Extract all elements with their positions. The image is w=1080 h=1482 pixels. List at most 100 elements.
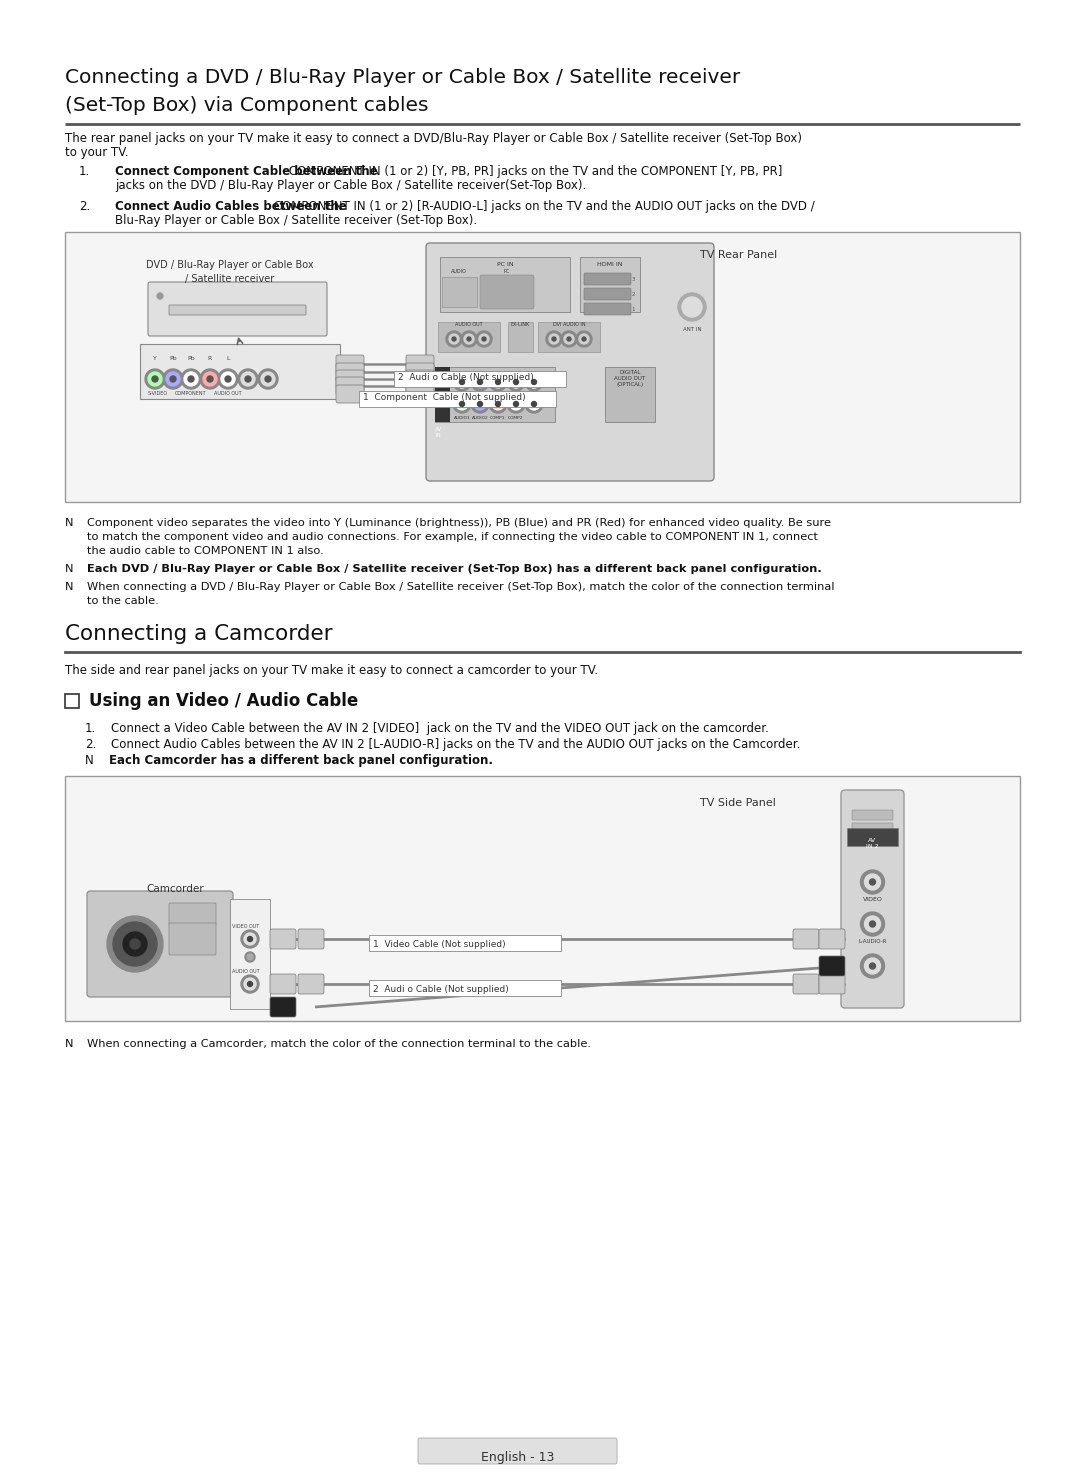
Circle shape <box>245 951 255 962</box>
Text: PC IN: PC IN <box>497 262 513 267</box>
Text: The rear panel jacks on your TV make it easy to connect a DVD/Blu-Ray Player or : The rear panel jacks on your TV make it … <box>65 132 802 145</box>
Circle shape <box>166 372 180 385</box>
Circle shape <box>525 396 543 413</box>
Text: 1: 1 <box>632 307 635 313</box>
Text: to match the component video and audio connections. For example, if connecting t: to match the component video and audio c… <box>87 532 818 542</box>
Circle shape <box>245 376 251 382</box>
Text: Pb: Pb <box>170 356 177 362</box>
Circle shape <box>459 402 464 406</box>
Text: N: N <box>65 1039 73 1049</box>
Circle shape <box>681 296 702 317</box>
Text: Camcorder: Camcorder <box>146 883 204 894</box>
Text: 3: 3 <box>632 277 635 282</box>
Circle shape <box>489 373 507 391</box>
FancyBboxPatch shape <box>168 923 216 954</box>
Circle shape <box>247 954 253 960</box>
Circle shape <box>864 874 880 891</box>
Text: Y: Y <box>153 356 157 362</box>
Circle shape <box>480 333 489 344</box>
Circle shape <box>241 372 255 385</box>
FancyBboxPatch shape <box>508 322 534 353</box>
Circle shape <box>107 916 163 972</box>
Circle shape <box>225 376 231 382</box>
Circle shape <box>148 372 162 385</box>
FancyBboxPatch shape <box>65 694 79 708</box>
Text: AUDIO OUT: AUDIO OUT <box>214 391 242 396</box>
Circle shape <box>181 369 201 388</box>
FancyBboxPatch shape <box>65 777 1020 1021</box>
Circle shape <box>464 333 474 344</box>
Text: COMP2: COMP2 <box>509 416 524 419</box>
Text: 2.: 2. <box>85 738 96 751</box>
Text: Pb: Pb <box>187 356 194 362</box>
Circle shape <box>459 379 464 384</box>
FancyBboxPatch shape <box>584 302 631 316</box>
FancyBboxPatch shape <box>406 376 434 396</box>
FancyBboxPatch shape <box>336 363 364 381</box>
FancyBboxPatch shape <box>819 929 845 948</box>
Text: Connecting a DVD / Blu-Ray Player or Cable Box / Satellite receiver: Connecting a DVD / Blu-Ray Player or Cab… <box>65 68 740 87</box>
Text: N: N <box>65 582 73 591</box>
FancyBboxPatch shape <box>584 288 631 299</box>
Text: AUDIO: AUDIO <box>451 270 467 274</box>
Circle shape <box>861 870 885 894</box>
Circle shape <box>477 402 483 406</box>
Circle shape <box>471 396 489 413</box>
FancyBboxPatch shape <box>369 980 561 996</box>
Circle shape <box>218 369 238 388</box>
Circle shape <box>241 975 259 993</box>
Circle shape <box>507 396 525 413</box>
Text: TV Side Panel: TV Side Panel <box>700 797 775 808</box>
Circle shape <box>552 336 556 341</box>
Circle shape <box>510 399 522 411</box>
Text: COMPONENT: COMPONENT <box>175 391 206 396</box>
Circle shape <box>476 330 492 347</box>
Circle shape <box>528 399 540 411</box>
Circle shape <box>145 369 165 388</box>
Circle shape <box>467 336 471 341</box>
Circle shape <box>510 376 522 388</box>
Text: ANT IN: ANT IN <box>683 328 701 332</box>
Circle shape <box>188 376 194 382</box>
Text: COMPONENT IN (1 or 2) [Y, PB, PR] jacks on the TV and the COMPONENT [Y, PB, PR]: COMPONENT IN (1 or 2) [Y, PB, PR] jacks … <box>285 165 782 178</box>
Circle shape <box>549 333 559 344</box>
FancyBboxPatch shape <box>298 929 324 948</box>
Text: Component video separates the video into Y (Luminance (brightness)), PB (Blue) a: Component video separates the video into… <box>87 519 831 528</box>
Circle shape <box>453 396 471 413</box>
Circle shape <box>163 369 183 388</box>
Circle shape <box>265 376 271 382</box>
FancyBboxPatch shape <box>847 828 897 846</box>
Circle shape <box>513 379 518 384</box>
Text: Each DVD / Blu-Ray Player or Cable Box / Satellite receiver (Set-Top Box) has a : Each DVD / Blu-Ray Player or Cable Box /… <box>87 565 822 574</box>
Text: Connect Component Cable between the: Connect Component Cable between the <box>114 165 378 178</box>
Circle shape <box>152 376 158 382</box>
Text: N: N <box>65 519 73 528</box>
Text: VIDEO: VIDEO <box>863 897 882 903</box>
Circle shape <box>492 399 504 411</box>
Text: Connect Audio Cables between the: Connect Audio Cables between the <box>114 200 347 213</box>
Text: 2  Audi o Cable (Not supplied): 2 Audi o Cable (Not supplied) <box>373 986 509 994</box>
Circle shape <box>258 369 278 388</box>
Circle shape <box>456 399 468 411</box>
Circle shape <box>449 333 459 344</box>
Text: When connecting a Camcorder, match the color of the connection terminal to the c: When connecting a Camcorder, match the c… <box>87 1039 591 1049</box>
Text: Connect Audio Cables between the AV IN 2 [L-AUDIO-R] jacks on the TV and the AUD: Connect Audio Cables between the AV IN 2… <box>111 738 800 751</box>
FancyBboxPatch shape <box>336 370 364 388</box>
FancyBboxPatch shape <box>359 391 556 408</box>
Text: L-AUDIO-R: L-AUDIO-R <box>859 940 887 944</box>
FancyBboxPatch shape <box>580 256 640 313</box>
Text: N: N <box>85 754 94 768</box>
Circle shape <box>579 333 589 344</box>
Text: 2.: 2. <box>79 200 91 213</box>
Text: N: N <box>65 565 73 574</box>
Circle shape <box>528 376 540 388</box>
Text: PC: PC <box>504 270 510 274</box>
FancyBboxPatch shape <box>230 900 270 1009</box>
Circle shape <box>864 957 880 974</box>
Text: AUDIO1: AUDIO1 <box>454 416 471 419</box>
FancyBboxPatch shape <box>793 929 819 948</box>
FancyBboxPatch shape <box>298 974 324 994</box>
Circle shape <box>261 372 275 385</box>
FancyBboxPatch shape <box>168 305 306 316</box>
Circle shape <box>453 336 456 341</box>
